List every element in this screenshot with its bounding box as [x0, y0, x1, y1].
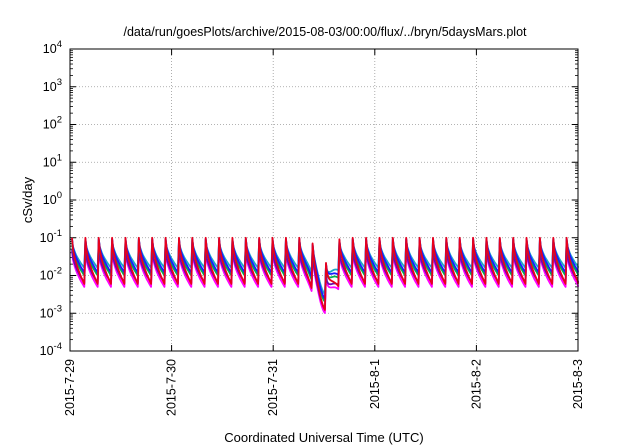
- y-tick-label: 104: [43, 39, 62, 56]
- x-axis-label: Coordinated Universal Time (UTC): [224, 430, 423, 445]
- x-tick-label: 2015-7-29: [63, 359, 77, 416]
- x-tick-label: 2015-8-2: [469, 359, 483, 409]
- x-tick-labels: 2015-7-29 2015-7-30 2015-7-31 2015-8-1 2015-…: [63, 359, 585, 416]
- y-tick-label: 101: [43, 152, 62, 169]
- y-tick-label: 102: [43, 115, 62, 132]
- y-tick-label: 10-3: [40, 303, 62, 320]
- y-tick-label: 10-4: [40, 341, 62, 358]
- x-tick-label: 2015-8-3: [571, 359, 585, 409]
- plot-frame: [69, 48, 579, 352]
- chart-title: /data/run/goesPlots/archive/2015-08-03/0…: [123, 25, 527, 39]
- x-tick-label: 2015-8-1: [368, 359, 382, 409]
- y-tick-label: 103: [43, 77, 62, 94]
- y-tick-labels: 10-4 10-3 10-2 10-1 100 101 102 103 104: [40, 39, 62, 358]
- y-tick-label: 100: [43, 190, 62, 207]
- y-tick-label: 10-2: [40, 266, 62, 283]
- y-axis-label: cSv/day: [20, 176, 35, 223]
- series-layer: [71, 236, 579, 314]
- x-tick-label: 2015-7-30: [165, 359, 179, 416]
- x-tick-label: 2015-7-31: [266, 359, 280, 416]
- series-line: [71, 236, 579, 311]
- y-tick-label: 10-1: [40, 228, 62, 245]
